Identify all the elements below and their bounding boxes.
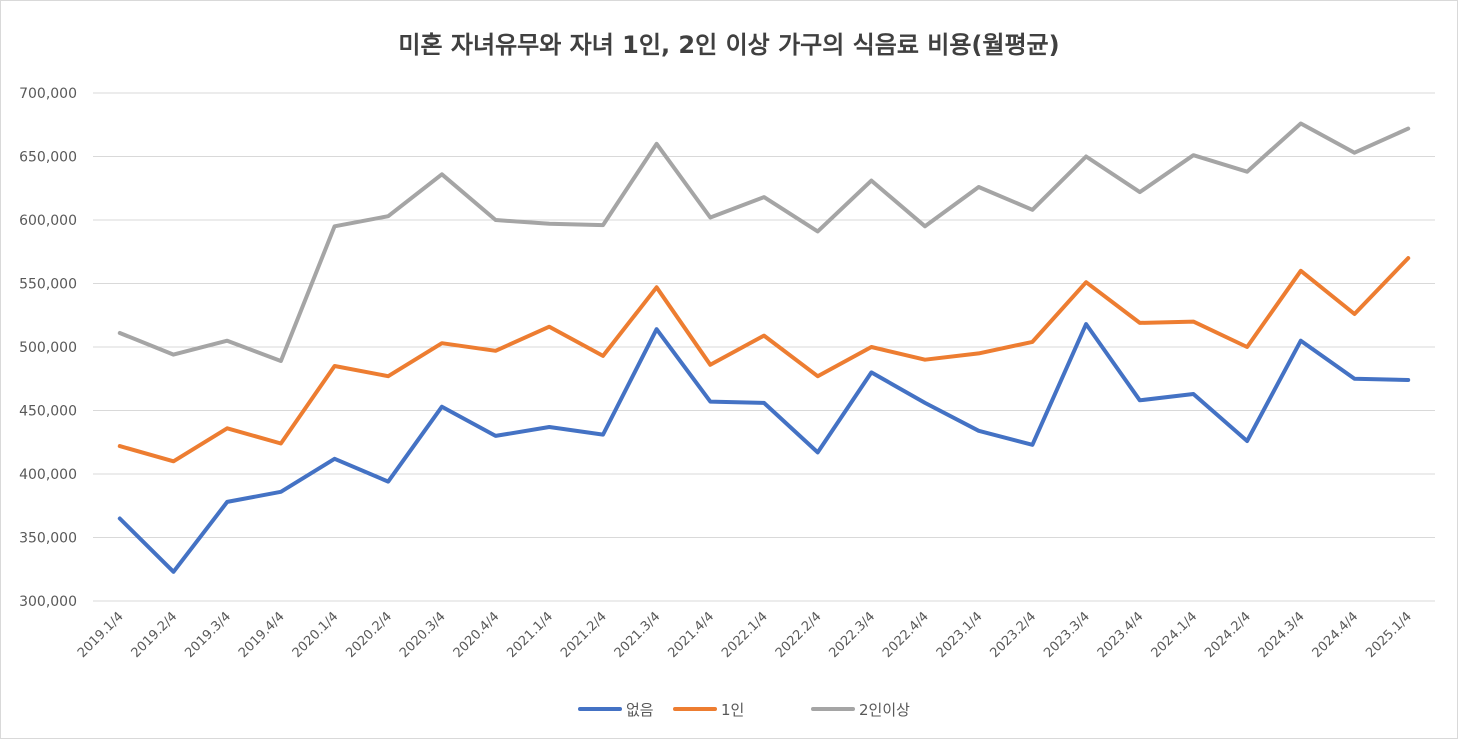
x-tick-label: 2022.2/4: [773, 609, 825, 661]
x-axis-ticks: 2019.1/4 2019.2/4 2019.3/4 2019.4/4 2020.1/4…: [75, 609, 1415, 661]
x-tick-label: 2024.4/4: [1310, 609, 1362, 661]
x-tick-label: 2023.4/4: [1095, 609, 1147, 661]
y-axis-ticks: 300,000 350,000 400,000 450,000 500,000 550,0…: [19, 86, 77, 610]
x-tick-label: 2023.1/4: [934, 609, 986, 661]
y-tick-label: 550,000: [19, 277, 77, 293]
y-tick-label: 450,000: [19, 404, 77, 420]
x-tick-label: 2020.1/4: [290, 609, 342, 661]
x-tick-label: 2021.3/4: [612, 609, 664, 661]
legend-label: 없음: [626, 701, 654, 719]
x-tick-label: 2024.2/4: [1202, 609, 1254, 661]
x-tick-label: 2021.2/4: [558, 609, 610, 661]
x-tick-label: 2021.4/4: [665, 609, 717, 661]
x-tick-label: 2020.2/4: [343, 609, 395, 661]
x-tick-label: 2019.2/4: [129, 609, 181, 661]
x-tick-label: 2024.1/4: [1149, 609, 1201, 661]
legend: 없음 1인 2인이상: [578, 701, 910, 719]
y-tick-label: 400,000: [19, 467, 77, 483]
gridlines: [93, 92, 1435, 602]
chart-title: 미혼 자녀유무와 자녀 1인, 2인 이상 가구의 식음료 비용(월평균): [398, 31, 1059, 59]
x-tick-label: 2025.1/4: [1363, 609, 1415, 661]
x-tick-label: 2022.1/4: [719, 609, 771, 661]
x-tick-label: 2023.3/4: [1041, 609, 1093, 661]
legend-label: 1인: [721, 701, 744, 719]
y-tick-label: 350,000: [19, 531, 77, 547]
y-tick-label: 650,000: [19, 150, 77, 166]
x-tick-label: 2019.3/4: [182, 609, 234, 661]
x-tick-label: 2024.3/4: [1256, 609, 1308, 661]
y-tick-label: 600,000: [19, 213, 77, 229]
y-tick-label: 700,000: [19, 86, 77, 102]
series-line-2: [117, 121, 1411, 363]
x-tick-label: 2020.3/4: [397, 609, 449, 661]
x-tick-label: 2022.3/4: [826, 609, 878, 661]
x-tick-label: 2023.2/4: [988, 609, 1040, 661]
x-tick-label: 2019.1/4: [75, 609, 127, 661]
y-tick-label: 500,000: [19, 340, 77, 356]
x-tick-label: 2022.4/4: [880, 609, 932, 661]
x-tick-label: 2020.4/4: [451, 609, 503, 661]
x-tick-label: 2021.1/4: [504, 609, 556, 661]
series-line-0: [117, 322, 1411, 574]
legend-label: 2인이상: [859, 701, 910, 719]
series-lines: [117, 121, 1411, 574]
y-tick-label: 300,000: [19, 594, 77, 610]
x-tick-label: 2019.4/4: [236, 609, 288, 661]
series-line-1: [117, 256, 1411, 464]
